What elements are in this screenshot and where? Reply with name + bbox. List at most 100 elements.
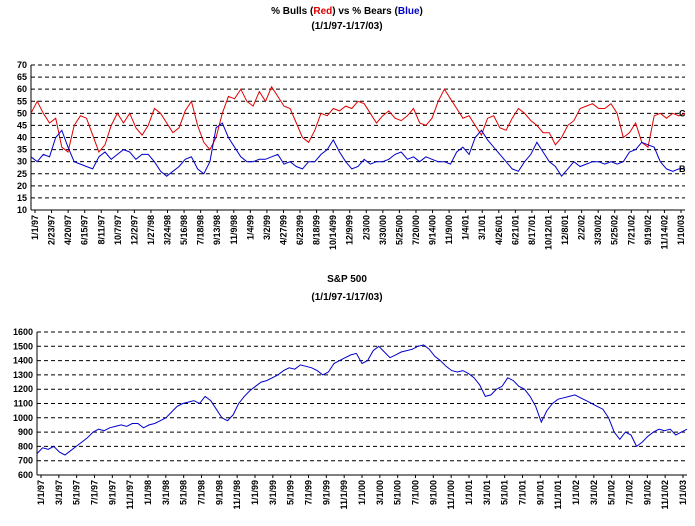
x-tick-label: 11/1/00 [446,480,456,510]
sp500-chart: S&P 500 (1/1/97-1/17/03) 600 700 800 900 100… [13,274,688,510]
x-tick-label: 3/1/98 [161,480,171,505]
x-tick-label: 9/1/98 [214,480,224,505]
y-tick-label: 1600 [13,327,33,337]
x-tick-label: 6/15/97 [80,215,90,245]
x-tick-label: 1/27/98 [146,215,156,245]
x-tick-label: 3/1/01 [477,215,487,240]
y-tick-label: 10 [17,205,27,215]
x-tick-label: 11/9/00 [444,215,454,245]
y-tick-label: 1500 [13,341,33,351]
series-group [36,344,688,456]
series-line-0 [30,85,686,153]
x-tick-label: 5/25/02 [610,215,620,245]
annotations: CB [679,108,686,174]
x-tick-label: 1/1/97 [30,215,40,240]
x-tick-label: 3/1/00 [375,480,385,505]
chart-title: S&P 500 [327,274,367,285]
title-part: Red [313,6,332,17]
x-tick-label: 11/1/02 [660,480,670,510]
x-tick-label: 6/21/01 [510,215,520,245]
x-axis: 1/1/97 2/23/97 4/20/97 6/15/97 8/11/97 10/7/9… [30,210,686,250]
x-tick-label: 5/1/01 [500,480,510,505]
x-tick-label: 3/1/01 [482,480,492,505]
x-tick-label: 11/1/01 [553,480,563,510]
bulls-bears-chart: % Bulls (Red) vs % Bears (Blue) (1/1/97-… [17,6,686,250]
x-tick-label: 9/14/00 [428,215,438,245]
y-tick-label: 25 [17,169,27,179]
y-tick-label: 65 [17,72,27,82]
y-tick-label: 1000 [13,413,33,423]
x-tick-label: 3/30/00 [378,215,388,245]
chart-title: % Bulls (Red) vs % Bears (Blue) [271,6,423,17]
x-axis: 1/1/97 3/1/97 5/1/97 7/1/97 9/1/97 11/1/97 1/1… [36,475,688,510]
y-axis: 10 15 20 25 30 35 40 45 50 55 60 65 70 [17,60,27,215]
x-tick-label: 12/8/01 [560,215,570,245]
x-tick-label: 3/2/99 [262,215,272,240]
x-tick-label: 3/1/97 [54,480,64,505]
y-tick-label: 40 [17,133,27,143]
y-tick-label: 35 [17,145,27,155]
x-tick-label: 7/1/01 [518,480,528,505]
y-tick-label: 600 [18,470,33,480]
y-tick-label: 800 [18,441,33,451]
title-part: % Bulls ( [271,6,314,17]
x-tick-label: 1/10/03 [676,215,686,245]
y-tick-label: 15 [17,193,27,203]
x-tick-label: 1/1/00 [357,480,367,505]
grid [30,64,685,211]
grid [36,331,687,476]
y-tick-label: 1100 [13,399,33,409]
x-tick-label: 5/16/98 [179,215,189,245]
x-tick-label: 2/23/97 [47,215,57,245]
y-tick-label: 45 [17,120,27,130]
x-tick-label: 7/1/97 [90,480,100,505]
title-part: ) vs % Bears ( [332,6,398,17]
x-tick-label: 5/1/00 [393,480,403,505]
x-tick-label: 9/19/02 [643,215,653,245]
x-tick-label: 11/1/99 [339,480,349,510]
x-tick-label: 9/1/01 [535,480,545,505]
x-tick-label: 11/9/98 [229,215,239,245]
x-tick-label: 7/1/00 [411,480,421,505]
x-tick-label: 7/21/02 [626,215,636,245]
x-tick-label: 10/7/97 [113,215,123,245]
series-end-label: C [679,108,686,118]
y-tick-label: 900 [18,427,33,437]
x-tick-label: 9/1/99 [321,480,331,505]
x-tick-label: 7/1/99 [304,480,314,505]
x-tick-label: 9/1/97 [107,480,117,505]
x-tick-label: 12/2/97 [129,215,139,245]
chart-subtitle: (1/1/97-1/17/03) [311,21,382,32]
x-tick-label: 11/1/97 [125,480,135,510]
series-end-label: B [679,164,686,174]
series-line-0 [36,344,688,456]
x-tick-label: 5/1/99 [286,480,296,505]
y-tick-label: 30 [17,157,27,167]
x-tick-label: 7/1/02 [625,480,635,505]
x-tick-label: 12/9/99 [345,215,355,245]
x-tick-label: 10/14/99 [328,215,338,250]
y-tick-label: 55 [17,96,27,106]
y-tick-label: 1400 [13,356,33,366]
x-tick-label: 4/20/97 [63,215,73,245]
x-tick-label: 2/2/02 [577,215,587,240]
x-tick-label: 4/27/99 [278,215,288,245]
x-tick-label: 4/26/01 [494,215,504,245]
x-tick-label: 3/24/98 [163,215,173,245]
x-tick-label: 1/1/98 [143,480,153,505]
x-tick-label: 7/20/00 [411,215,421,245]
y-tick-label: 1300 [13,370,33,380]
x-tick-label: 8/17/01 [527,215,537,245]
x-tick-label: 10/12/01 [543,215,553,250]
x-tick-label: 3/1/99 [268,480,278,505]
x-tick-label: 1/1/03 [678,480,688,505]
series-line-1 [30,122,685,178]
y-tick-label: 20 [17,181,27,191]
y-tick-label: 70 [17,60,27,70]
x-tick-label: 5/1/98 [179,480,189,505]
x-tick-label: 5/1/02 [607,480,617,505]
x-tick-label: 5/25/00 [394,215,404,245]
x-tick-label: 9/13/98 [212,215,222,245]
y-tick-label: 700 [18,456,33,466]
